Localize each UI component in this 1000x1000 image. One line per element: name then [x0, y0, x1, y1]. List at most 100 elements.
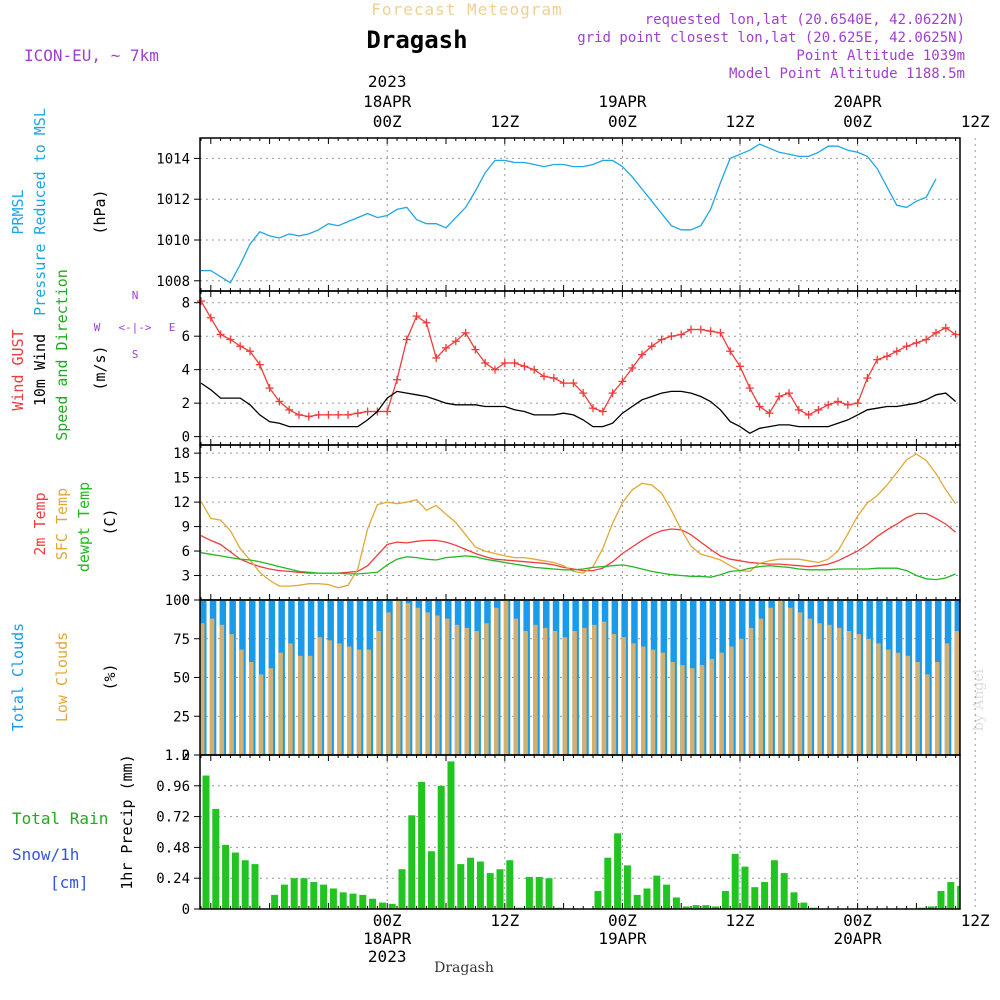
gust-point-marker	[275, 397, 284, 406]
top-time-label: 18APR	[363, 92, 412, 111]
gust-point-marker	[451, 337, 460, 346]
y-tick-label: 50	[173, 671, 190, 687]
low-cloud-bar	[464, 627, 470, 755]
gust-point-marker	[569, 379, 578, 388]
bottom-time-label: 00Z	[843, 911, 872, 930]
gust-point-marker	[608, 389, 617, 398]
low-cloud-bar	[905, 655, 911, 755]
gust-point-marker	[285, 405, 294, 414]
gust-point-marker	[197, 297, 205, 306]
y-tick-label: 0	[182, 902, 190, 918]
rain-bar	[741, 866, 749, 909]
gust-point-marker	[589, 404, 597, 413]
gust-point-marker	[461, 328, 470, 337]
low-cloud-bar	[337, 643, 342, 755]
rain-bar	[222, 844, 230, 909]
rain-bar	[359, 894, 367, 909]
low-cloud-bar	[650, 649, 656, 755]
rain-bar	[937, 891, 945, 909]
rain-bar	[378, 902, 386, 909]
top-time-label: 19APR	[598, 92, 647, 111]
precip-panel: 0 0.24 0.48 0.72 0.96 1.2	[156, 748, 976, 918]
clouds-label-low: Low Clouds	[53, 632, 71, 722]
gust-point-marker	[530, 365, 539, 374]
y-tick-label: 0.24	[156, 871, 190, 887]
low-cloud-bar	[533, 624, 538, 755]
low-cloud-bar	[307, 655, 313, 755]
low-cloud-bar	[347, 646, 352, 755]
y-tick-label: 25	[173, 709, 190, 725]
gust-point-marker	[951, 330, 960, 339]
low-cloud-bar	[866, 638, 871, 755]
precip-label-snow: Snow/1h	[12, 845, 79, 864]
low-cloud-bar	[709, 658, 715, 755]
wind-frame	[199, 290, 961, 446]
gust-point-marker	[785, 389, 793, 398]
rain-bar	[202, 775, 210, 909]
wind-panel: 0 2 4 6 8	[182, 290, 976, 446]
model-altitude: Model Point Altitude 1188.5m	[729, 66, 965, 82]
rain-bar	[290, 878, 298, 909]
gust-point-marker	[618, 377, 627, 386]
y-tick-label: 0	[182, 430, 190, 446]
compass-e: E	[169, 321, 176, 334]
low-cloud-bar	[797, 612, 803, 755]
top-time-label: 12Z	[726, 112, 755, 131]
gust-point-marker	[344, 410, 352, 419]
low-cloud-bar	[239, 649, 244, 755]
precip-frame	[199, 754, 961, 910]
bottom-time-label: 19APR	[598, 929, 647, 948]
gust-point-marker	[853, 399, 862, 408]
low-cloud-bar	[925, 674, 930, 755]
low-cloud-bar	[317, 637, 323, 755]
bottom-time-label: 12Z	[961, 911, 990, 930]
series-line-dewpt-temp	[200, 552, 956, 581]
gust-point-marker	[383, 407, 392, 416]
wind-label-gust: Wind GUST	[9, 329, 27, 410]
rain-bar	[339, 892, 347, 909]
rain-bar	[751, 887, 759, 909]
low-cloud-bar	[503, 600, 509, 755]
low-cloud-bar	[768, 607, 773, 755]
rain-bar	[770, 860, 778, 909]
low-cloud-bar	[278, 652, 283, 755]
low-cloud-bar	[807, 618, 813, 755]
low-cloud-bar	[258, 674, 264, 755]
top-time-label: 00Z	[373, 112, 402, 131]
pressure-label-desc: Pressure Reduced to MSL	[31, 108, 49, 316]
rain-bar	[320, 884, 328, 909]
clouds-label-total: Total Clouds	[9, 623, 27, 731]
y-tick-label: 0	[182, 593, 190, 609]
gust-point-marker	[892, 347, 901, 356]
rain-bar	[545, 878, 553, 909]
low-cloud-bar	[631, 643, 636, 755]
bottom-time-label: 00Z	[373, 911, 402, 930]
top-time-label: 00Z	[608, 112, 637, 131]
gust-point-marker	[834, 397, 842, 406]
temperature-panel: 0 3 6 9 12 15 18	[173, 444, 976, 609]
gust-point-marker	[736, 362, 744, 371]
rain-bar	[633, 894, 641, 909]
rain-bar	[663, 884, 671, 909]
gust-point-marker	[794, 405, 803, 414]
low-cloud-bar	[611, 634, 617, 755]
rain-bar	[712, 906, 720, 909]
low-cloud-bar	[572, 631, 577, 755]
clouds-panel: 0 25 50 75 100	[165, 593, 976, 764]
pressure-unit: (hPa)	[91, 189, 109, 234]
low-cloud-bar	[660, 652, 666, 755]
low-cloud-bar	[562, 637, 568, 755]
y-tick-label: 3	[182, 569, 190, 585]
requested-coords: requested lon,lat (20.6540E, 42.0622N)	[645, 12, 965, 28]
low-cloud-bar	[268, 668, 274, 755]
rain-bar	[369, 898, 377, 909]
gust-point-marker	[559, 379, 568, 388]
pressure-panel: 1008 1010 1012 1014	[156, 137, 976, 292]
gust-point-marker	[706, 327, 715, 336]
gust-point-marker	[667, 332, 676, 341]
y-tick-label: 9	[182, 520, 190, 536]
gust-point-marker	[442, 343, 450, 352]
gust-point-marker	[932, 328, 940, 337]
rain-bar	[486, 873, 494, 909]
